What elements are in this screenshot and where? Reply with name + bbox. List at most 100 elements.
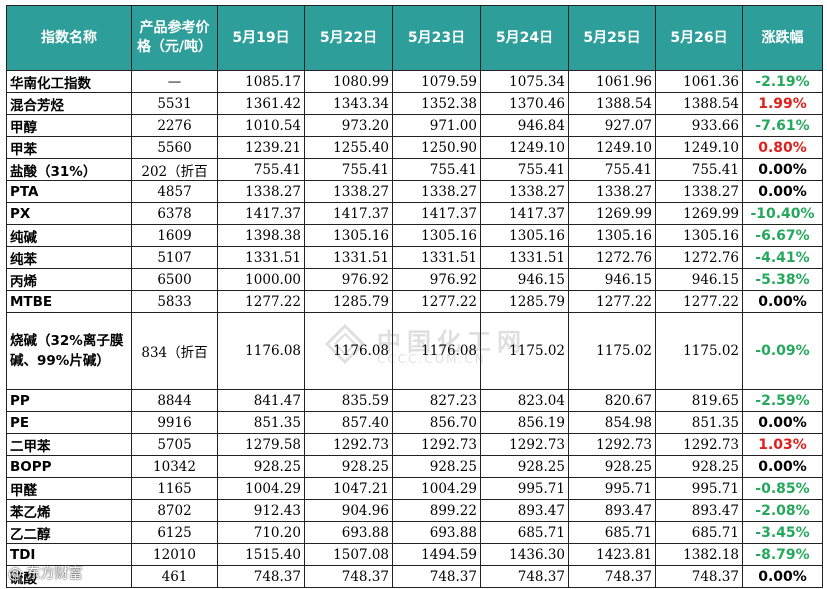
index-value-cell: 1494.59: [392, 543, 481, 566]
index-value-cell: 1277.22: [392, 290, 481, 313]
change-cell: 0.00%: [742, 290, 823, 313]
index-name-cell: 华南化工指数: [6, 70, 132, 93]
index-name-cell: 丙烯: [6, 268, 132, 291]
ref-price-cell: 1165: [131, 477, 218, 500]
index-value-cell: 1004.29: [217, 477, 305, 500]
index-value-cell: 1417.37: [217, 202, 305, 225]
index-value-cell: 1285.79: [304, 290, 393, 313]
index-value-cell: 1417.37: [392, 202, 481, 225]
index-value-cell: 976.92: [304, 268, 393, 291]
index-value-cell: 1279.58: [217, 433, 305, 456]
header-date-5: 5月25日: [568, 5, 656, 71]
index-value-cell: 710.20: [217, 521, 305, 544]
index-value-cell: 1292.73: [568, 433, 656, 456]
table-row: PE 9916 851.35 857.40 856.70 856.19 854.98 851.…: [6, 411, 823, 434]
header-date-2: 5月22日: [304, 5, 393, 71]
table-row: 甲醛 1165 1004.29 1047.21 1004.29 995.71 995.71 9…: [6, 477, 823, 500]
ref-price-cell: 6125: [131, 521, 218, 544]
index-name-cell: 烧碱（32%离子膜碱、99%片碱）: [6, 312, 132, 390]
index-value-cell: 755.41: [304, 158, 393, 181]
index-value-cell: 1417.37: [304, 202, 393, 225]
index-value-cell: 820.67: [568, 389, 656, 412]
header-ref-price: 产品参考价格（元/吨）: [131, 5, 218, 71]
index-value-cell: 685.71: [655, 521, 743, 544]
table-row: 烧碱（32%离子膜碱、99%片碱） 834（折百 1176.08 1176.08 117…: [6, 312, 823, 390]
ref-price-cell: 8844: [131, 389, 218, 412]
ref-price-cell: 202（折百: [131, 158, 218, 181]
index-value-cell: 819.65: [655, 389, 743, 412]
index-value-cell: 827.23: [392, 389, 481, 412]
index-value-cell: 1436.30: [480, 543, 569, 566]
ref-price-cell: 6500: [131, 268, 218, 291]
ref-price-cell: 12010: [131, 543, 218, 566]
index-value-cell: 1331.51: [392, 246, 481, 269]
table-row: 华南化工指数 —1085.17 1080.99 1079.59 1075.34 1061.…: [6, 70, 823, 93]
index-value-cell: 1305.16: [304, 224, 393, 247]
index-value-cell: 1250.90: [392, 136, 481, 159]
index-value-cell: 857.40: [304, 411, 393, 434]
index-value-cell: 835.59: [304, 389, 393, 412]
index-value-cell: 1507.08: [304, 543, 393, 566]
index-value-cell: 1004.29: [392, 477, 481, 500]
index-value-cell: 1239.21: [217, 136, 305, 159]
change-cell: -2.08%: [742, 499, 823, 522]
header-date-6: 5月26日: [655, 5, 743, 71]
header-date-3: 5月23日: [392, 5, 481, 71]
index-value-cell: 1269.99: [655, 202, 743, 225]
index-value-cell: 1079.59: [392, 70, 481, 93]
ref-price-cell: 8702: [131, 499, 218, 522]
index-value-cell: 693.88: [304, 521, 393, 544]
table-row: TDI 12010 1515.40 1507.08 1494.59 1436.30 1423…: [6, 543, 823, 566]
index-value-cell: 1176.08: [217, 312, 305, 390]
index-value-cell: 1272.76: [568, 246, 656, 269]
index-value-cell: 1277.22: [217, 290, 305, 313]
index-value-cell: 755.41: [568, 158, 656, 181]
ref-price-cell: 6378: [131, 202, 218, 225]
table-row: BOPP 10342 928.25 928.25 928.25 928.25 928.25 9…: [6, 455, 823, 478]
change-cell: -5.38%: [742, 268, 823, 291]
change-cell: -2.19%: [742, 70, 823, 93]
index-value-cell: 1382.18: [655, 543, 743, 566]
header-date-4: 5月24日: [480, 5, 569, 71]
index-value-cell: 1080.99: [304, 70, 393, 93]
index-value-cell: 1361.42: [217, 92, 305, 115]
index-value-cell: 946.15: [568, 268, 656, 291]
index-value-cell: 904.96: [304, 499, 393, 522]
ref-price-cell: —: [131, 70, 218, 93]
index-value-cell: 933.66: [655, 114, 743, 137]
index-value-cell: 928.25: [568, 455, 656, 478]
table-row: 甲醇 2276 1010.54 973.20 971.00 946.84 927.07 933…: [6, 114, 823, 137]
index-value-cell: 1331.51: [480, 246, 569, 269]
index-value-cell: 1175.02: [480, 312, 569, 390]
index-value-cell: 1305.16: [568, 224, 656, 247]
index-value-cell: 1388.54: [655, 92, 743, 115]
index-name-cell: PTA: [6, 180, 132, 203]
index-value-cell: 1292.73: [480, 433, 569, 456]
index-value-cell: 1292.73: [304, 433, 393, 456]
change-cell: 0.00%: [742, 411, 823, 434]
ref-price-cell: 5107: [131, 246, 218, 269]
index-name-cell: 混合芳烃: [6, 92, 132, 115]
table-row: PP 8844 841.47 835.59 827.23 823.04 820.67 819.…: [6, 389, 823, 412]
index-value-cell: 1515.40: [217, 543, 305, 566]
index-value-cell: 1249.10: [655, 136, 743, 159]
index-value-cell: 976.92: [392, 268, 481, 291]
table-row: MTBE 5833 1277.22 1285.79 1277.22 1285.79 1277…: [6, 290, 823, 313]
ref-price-cell: 2276: [131, 114, 218, 137]
header-change: 涨跌幅: [742, 5, 823, 71]
index-value-cell: 1249.10: [480, 136, 569, 159]
index-value-cell: 854.98: [568, 411, 656, 434]
index-value-cell: 1338.27: [480, 180, 569, 203]
index-value-cell: 1338.27: [304, 180, 393, 203]
table-row: 二甲苯 5705 1279.58 1292.73 1292.73 1292.73 1292.…: [6, 433, 823, 456]
change-cell: -4.41%: [742, 246, 823, 269]
index-value-cell: 748.37: [304, 565, 393, 588]
index-value-cell: 748.37: [217, 565, 305, 588]
index-value-cell: 1047.21: [304, 477, 393, 500]
index-value-cell: 1176.08: [304, 312, 393, 390]
index-value-cell: 748.37: [392, 565, 481, 588]
index-value-cell: 1343.34: [304, 92, 393, 115]
index-name-cell: 纯碱: [6, 224, 132, 247]
index-value-cell: 946.15: [480, 268, 569, 291]
index-value-cell: 893.47: [568, 499, 656, 522]
